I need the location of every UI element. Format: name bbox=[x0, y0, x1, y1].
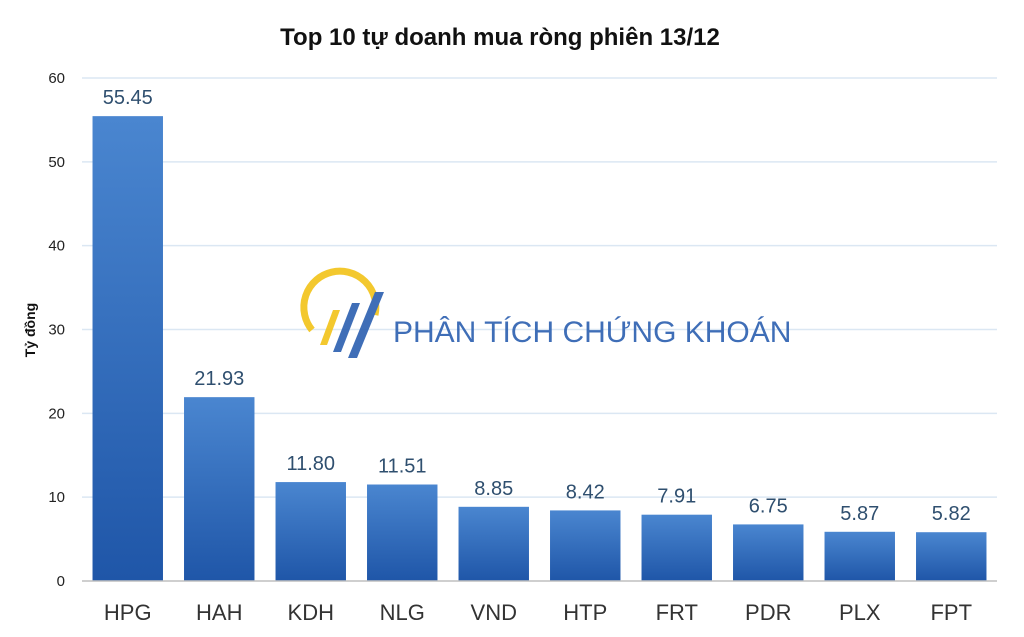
y-tick-label: 20 bbox=[48, 405, 65, 422]
data-label: 5.87 bbox=[840, 503, 879, 525]
y-tick-label: 30 bbox=[48, 322, 65, 339]
x-tick-label: FRT bbox=[656, 600, 698, 625]
x-tick-label: KDH bbox=[288, 600, 334, 625]
data-label: 8.42 bbox=[566, 481, 605, 503]
y-tick-label: 50 bbox=[48, 154, 65, 171]
data-label: 5.82 bbox=[932, 503, 971, 525]
watermark-text: PHÂN TÍCH CHỨNG KHOÁN bbox=[393, 316, 791, 349]
x-tick-label: PDR bbox=[745, 600, 791, 625]
bar-hah bbox=[184, 397, 255, 581]
data-label: 8.85 bbox=[474, 478, 513, 500]
y-tick-label: 10 bbox=[48, 489, 65, 506]
x-tick-label: VND bbox=[471, 600, 517, 625]
x-tick-label: HTP bbox=[563, 600, 607, 625]
y-axis-ticks: 0 10 20 30 40 50 60 bbox=[48, 70, 65, 590]
y-tick-label: 40 bbox=[48, 238, 65, 255]
bar-pdr bbox=[733, 524, 804, 581]
x-axis-ticks: HPG HAH KDH NLG VND HTP FRT PDR PLX FPT bbox=[104, 600, 972, 625]
bar-vnd bbox=[458, 506, 529, 581]
logo-stripe-icon bbox=[333, 303, 360, 352]
data-label: 7.91 bbox=[657, 486, 696, 508]
watermark-logo: PHÂN TÍCH CHỨNG KHOÁN bbox=[300, 267, 791, 358]
x-tick-label: HAH bbox=[196, 600, 242, 625]
logo-stripe-icon bbox=[320, 310, 340, 345]
x-tick-label: NLG bbox=[380, 600, 425, 625]
logo-arc-icon bbox=[300, 267, 380, 333]
bar-hpg bbox=[92, 116, 163, 581]
bar-nlg bbox=[367, 484, 438, 581]
x-tick-label: PLX bbox=[839, 600, 881, 625]
logo-stripe-icon bbox=[348, 292, 384, 358]
bars bbox=[92, 116, 987, 581]
y-tick-label: 60 bbox=[48, 70, 65, 87]
bar-frt bbox=[641, 514, 712, 581]
data-label: 6.75 bbox=[749, 495, 788, 517]
bar-htp bbox=[550, 510, 621, 581]
y-tick-label: 0 bbox=[57, 573, 65, 590]
data-label: 55.45 bbox=[103, 87, 153, 109]
bar-kdh bbox=[275, 482, 346, 581]
x-tick-label: HPG bbox=[104, 600, 152, 625]
bar-fpt bbox=[916, 532, 987, 581]
data-label: 11.51 bbox=[378, 456, 427, 478]
data-label: 11.80 bbox=[286, 453, 335, 475]
chart-title: Top 10 tự doanh mua ròng phiên 13/12 bbox=[280, 24, 720, 51]
y-axis-label: Tỷ đồng bbox=[22, 303, 38, 357]
data-label: 21.93 bbox=[194, 368, 244, 390]
data-labels: 55.45 21.93 11.80 11.51 8.85 8.42 7.91 6.75 5.87… bbox=[103, 87, 971, 525]
bar-plx bbox=[824, 531, 895, 581]
x-tick-label: FPT bbox=[930, 600, 972, 625]
